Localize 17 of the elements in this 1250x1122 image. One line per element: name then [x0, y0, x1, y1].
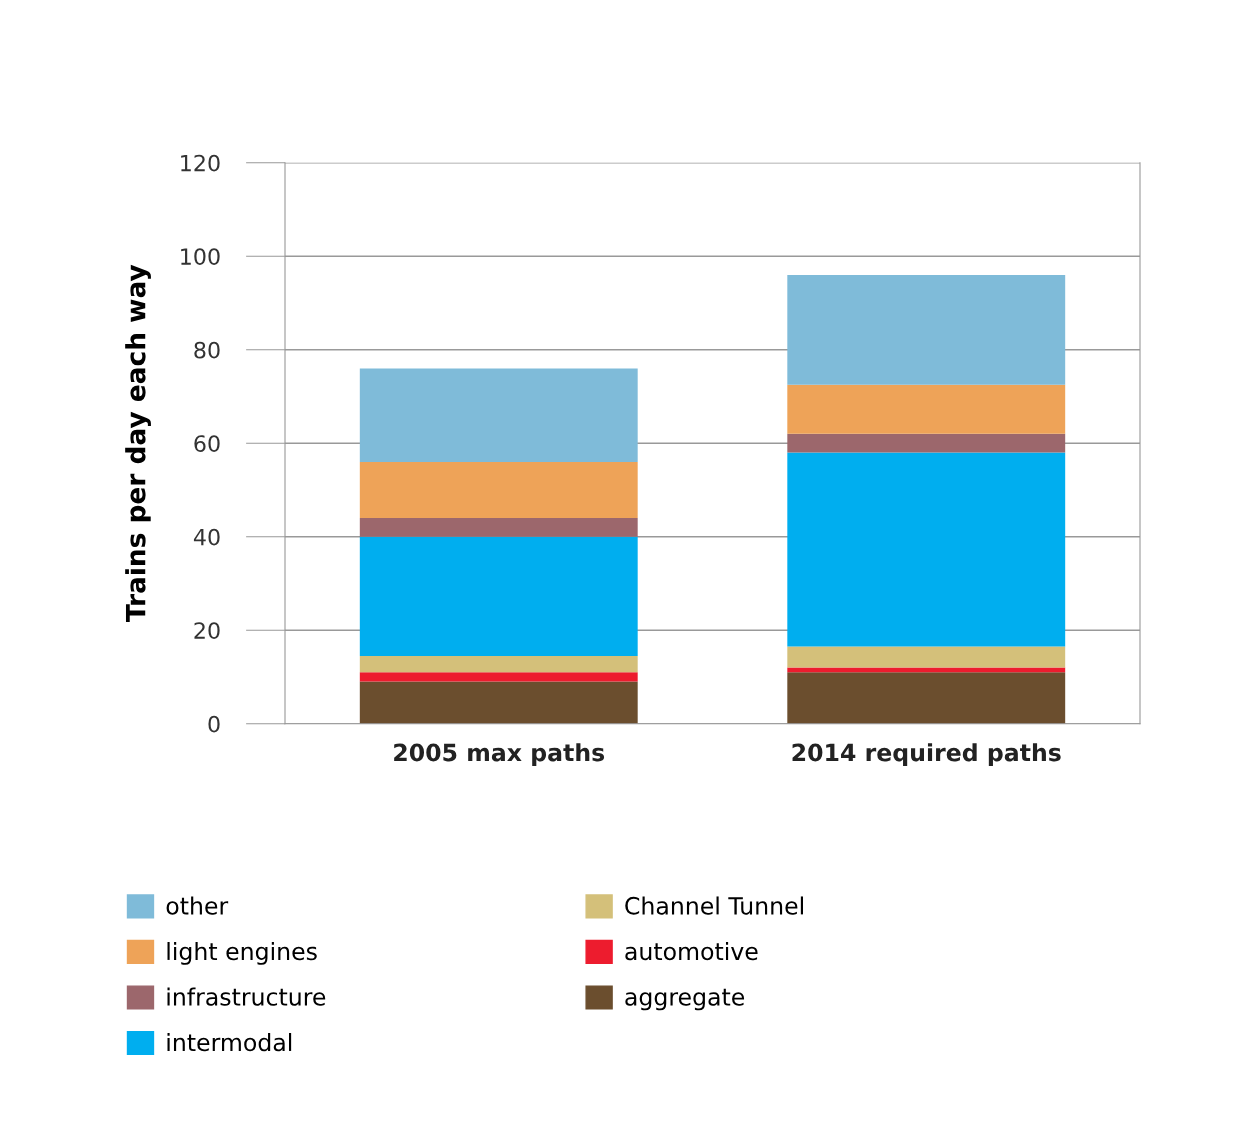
- x-tick-label: 2014 required paths: [792, 743, 1061, 766]
- legend-label: infrastructure: [167, 987, 326, 1006]
- legend-label: aggregate: [625, 988, 745, 1011]
- y-tick-label: 20: [194, 622, 220, 639]
- legend-label: automotive: [625, 941, 758, 961]
- y-tick-label: 80: [194, 341, 220, 359]
- x-tick-label: 2005 max paths: [394, 743, 605, 766]
- y-tick-label: 120: [181, 154, 220, 172]
- y-tick-label: 0: [208, 715, 220, 733]
- y-tick-label: 100: [181, 248, 220, 265]
- y-axis-title: Trains per day each way: [125, 264, 151, 622]
- y-tick-label: 60: [194, 435, 220, 452]
- y-tick-label: 40: [193, 528, 220, 546]
- legend-label: intermodal: [167, 1033, 292, 1052]
- legend-label: light engines: [167, 941, 317, 965]
- legend-label: other: [166, 896, 229, 915]
- legend-label: Channel Tunnel: [625, 896, 803, 915]
